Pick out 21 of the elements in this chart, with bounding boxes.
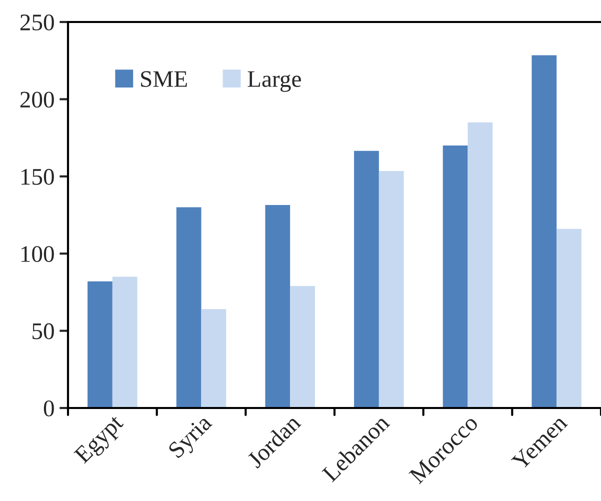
bar: [532, 55, 557, 408]
bar: [468, 122, 493, 408]
legend-label: SME: [141, 71, 187, 88]
bar: [290, 286, 315, 408]
bar: [88, 281, 112, 408]
y-tick-label: 150: [21, 168, 54, 185]
y-tick-label: 0: [44, 400, 54, 416]
y-tick-label: 100: [21, 246, 54, 262]
bar: [378, 170, 404, 408]
bar: [556, 228, 582, 408]
bar: [201, 309, 226, 408]
x-tick-label: Syria: [168, 414, 216, 462]
bar: [265, 204, 290, 408]
y-tick-label: 200: [20, 92, 54, 108]
legend-label: Large: [248, 71, 301, 92]
y-tick-label: 250: [20, 14, 54, 30]
bar: [112, 276, 138, 408]
bar: [176, 207, 202, 408]
bar: [442, 146, 468, 408]
bar: [354, 150, 379, 408]
y-tick-label: 50: [32, 323, 54, 340]
